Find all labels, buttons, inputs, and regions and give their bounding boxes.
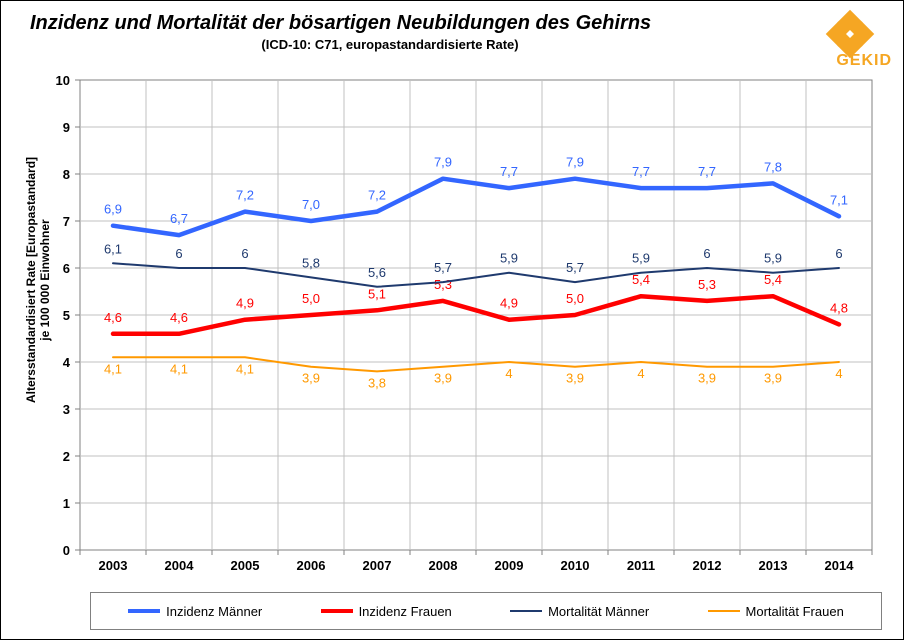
data-label: 7,1 [830,192,848,207]
data-label: 3,8 [368,375,386,390]
data-label: 5,4 [764,272,782,287]
data-label: 5,9 [500,251,518,266]
data-label: 6,1 [104,241,122,256]
y-tick-label: 8 [63,167,70,182]
data-label: 7,7 [698,164,716,179]
x-tick-label: 2010 [561,558,590,573]
x-tick-label: 2012 [693,558,722,573]
legend-item: Inzidenz Männer [128,604,262,619]
y-tick-label: 10 [56,73,70,88]
x-tick-label: 2004 [165,558,195,573]
y-tick-label: 1 [63,496,70,511]
legend-item: Mortalität Männer [510,604,649,619]
data-label: 6,9 [104,202,122,217]
data-label: 5,1 [368,286,386,301]
legend-item: Mortalität Frauen [708,604,844,619]
x-tick-label: 2005 [231,558,260,573]
y-tick-label: 4 [63,355,71,370]
x-tick-label: 2011 [627,558,655,573]
data-label: 4,6 [104,310,122,325]
data-label: 6 [241,246,248,261]
data-label: 5,6 [368,265,386,280]
data-label: 3,9 [302,371,320,386]
legend-swatch [510,610,542,612]
legend-swatch [708,610,740,612]
data-label: 7,0 [302,197,320,212]
data-label: 5,0 [302,291,320,306]
data-label: 5,7 [434,260,452,275]
x-tick-label: 2006 [297,558,326,573]
data-label: 5,0 [566,291,584,306]
legend-swatch [128,609,160,614]
legend-label: Mortalität Männer [548,604,649,619]
data-label: 5,7 [566,260,584,275]
data-label: 4,8 [830,300,848,315]
legend: Inzidenz Männer Inzidenz Frauen Mortalität… [90,592,882,630]
data-label: 4 [637,366,644,381]
data-label: 4 [505,366,512,381]
data-label: 7,7 [632,164,650,179]
legend-label: Mortalität Frauen [746,604,844,619]
data-label: 3,9 [434,371,452,386]
data-label: 7,9 [566,155,584,170]
data-label: 4 [835,366,842,381]
data-label: 6,7 [170,211,188,226]
x-tick-label: 2009 [495,558,524,573]
x-tick-label: 2007 [363,558,392,573]
data-label: 5,3 [698,277,716,292]
y-tick-label: 6 [63,261,70,276]
data-label: 5,8 [302,255,320,270]
data-label: 7,7 [500,164,518,179]
data-label: 3,9 [764,371,782,386]
y-tick-label: 9 [63,120,70,135]
data-label: 4,9 [500,296,518,311]
data-label: 5,9 [632,251,650,266]
legend-item: Inzidenz Frauen [321,604,452,619]
data-label: 4,1 [170,361,188,376]
data-label: 3,9 [698,371,716,386]
data-label: 5,9 [764,251,782,266]
data-label: 4,1 [236,361,254,376]
x-tick-label: 2014 [825,558,855,573]
y-tick-label: 0 [63,543,70,558]
data-label: 4,9 [236,296,254,311]
data-label: 4,6 [170,310,188,325]
data-label: 6 [703,246,710,261]
data-label: 4,1 [104,361,122,376]
y-tick-label: 5 [63,308,70,323]
y-tick-label: 7 [63,214,70,229]
data-label: 5,3 [434,277,452,292]
data-label: 3,9 [566,371,584,386]
data-label: 6 [835,246,842,261]
y-tick-label: 3 [63,402,70,417]
data-label: 7,9 [434,155,452,170]
data-label: 6 [175,246,182,261]
data-label: 7,2 [368,188,386,203]
legend-swatch [321,609,353,614]
x-tick-label: 2003 [99,558,128,573]
legend-label: Inzidenz Männer [166,604,262,619]
x-tick-label: 2013 [759,558,788,573]
line-chart: 0 1 2 3 4 5 6 7 8 9 10 2003 2004 2005 2006 2007 2008 2009… [0,0,902,590]
x-tick-label: 2008 [429,558,458,573]
data-label: 7,8 [764,159,782,174]
data-label: 7,2 [236,188,254,203]
y-tick-label: 2 [63,449,70,464]
legend-label: Inzidenz Frauen [359,604,452,619]
